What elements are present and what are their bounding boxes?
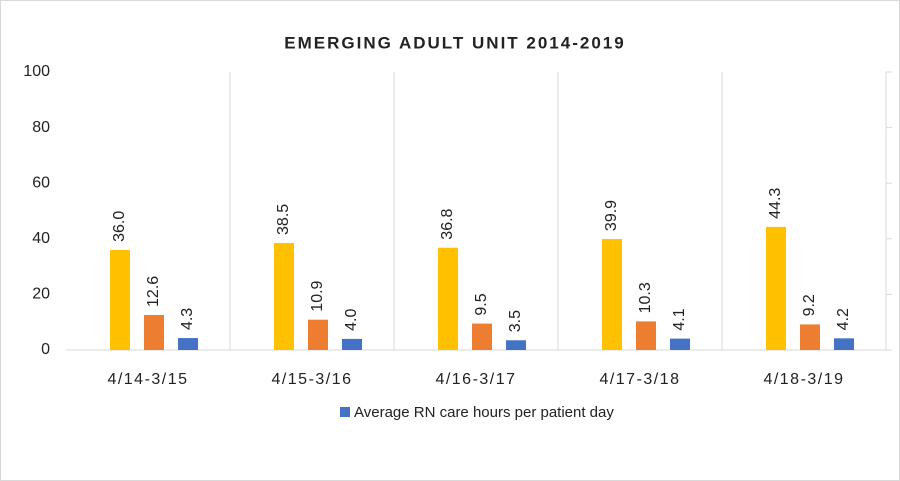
bar [472,323,492,350]
y-tick-label: 20 [32,286,50,303]
x-tick-label: 4/14-3/15 [107,371,188,388]
bar [144,314,164,350]
bar [800,324,820,350]
bar [834,338,854,350]
data-label: 36.8 [439,208,456,239]
data-label: 9.5 [473,293,490,315]
data-label: 3.5 [507,310,524,332]
data-label: 4.3 [179,308,196,330]
data-label: 44.3 [767,188,784,219]
data-label: 4.2 [835,308,852,330]
x-tick-label: 4/15-3/16 [271,371,352,388]
x-tick-label: 4/16-3/17 [435,371,516,388]
data-label: 9.2 [801,294,818,316]
bar [636,321,656,350]
bar [342,338,362,350]
data-label: 38.5 [275,204,292,235]
bar [308,319,328,350]
bar [274,242,294,350]
data-label: 4.1 [671,308,688,330]
bar [602,239,622,350]
data-label: 10.3 [637,282,654,313]
data-label: 4.0 [343,309,360,331]
bar [438,247,458,350]
bar [506,340,526,350]
bar [178,338,198,350]
legend-swatch [340,407,350,417]
y-tick-label: 80 [32,119,50,136]
data-label: 39.9 [603,200,620,231]
x-tick-label: 4/17-3/18 [599,371,680,388]
bar [110,249,130,350]
chart-title: EMERGING ADULT UNIT 2014-2019 [284,33,625,52]
bar [766,226,786,350]
y-tick-label: 0 [41,341,50,358]
bar [670,338,690,350]
y-tick-label: 60 [32,174,50,191]
data-label: 36.0 [111,211,128,242]
y-tick-label: 100 [23,63,50,80]
y-tick-label: 40 [32,230,50,247]
data-label: 10.9 [309,280,326,311]
x-tick-label: 4/18-3/19 [763,371,844,388]
data-label: 12.6 [145,276,162,307]
legend-label: Average RN care hours per patient day [354,404,614,421]
